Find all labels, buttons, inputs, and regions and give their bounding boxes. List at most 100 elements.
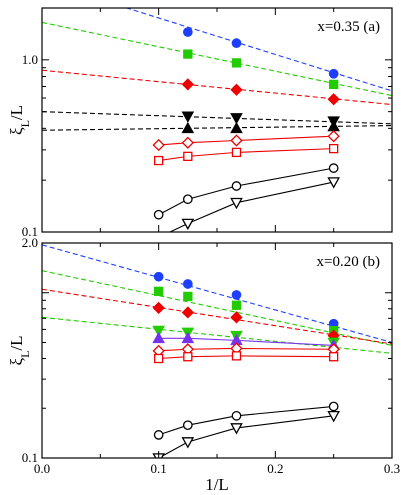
data-point — [152, 138, 165, 152]
data-point — [183, 49, 193, 59]
series-8 — [152, 411, 340, 458]
series-line-8 — [158, 415, 334, 458]
data-point — [153, 233, 163, 242]
fit-line-2 — [42, 288, 392, 345]
x-tick-label: 0.0 — [34, 461, 50, 476]
data-point — [328, 163, 339, 173]
series-2 — [152, 301, 340, 342]
data-point — [328, 401, 339, 412]
panel-a: 0.1 1.0 x=0.35 (a) ξL/L — [7, 7, 393, 242]
data-point — [181, 136, 194, 149]
plot-frame — [41, 7, 393, 233]
data-point — [230, 423, 243, 435]
data-point — [154, 155, 164, 166]
data-point — [231, 38, 242, 48]
data-point — [183, 291, 193, 302]
data-point — [230, 311, 243, 324]
y-tick-label: 0.1 — [22, 450, 38, 465]
panel-b: 0.12.00.0 0.1 0.2 0.3x=0.20 (b)ξL/L1/L — [7, 235, 400, 494]
series-6 — [154, 351, 339, 364]
fit-line-1 — [42, 270, 392, 346]
plot-frame — [41, 242, 393, 459]
x-tick-label: 0.3 — [384, 461, 400, 476]
data-point — [329, 79, 339, 90]
data-point — [181, 437, 195, 449]
plot-area — [42, 244, 392, 458]
data-point — [231, 58, 242, 68]
y-tick-label: 1.0 — [22, 52, 38, 67]
series-5 — [152, 130, 340, 152]
data-point — [329, 352, 339, 362]
data-point — [183, 352, 193, 362]
series-8 — [153, 177, 340, 242]
series-7 — [153, 163, 339, 220]
data-point — [153, 209, 164, 220]
data-point — [181, 121, 195, 134]
y-tick-label: 2.0 — [22, 235, 38, 250]
fit-line-4 — [42, 125, 392, 131]
data-point — [231, 410, 242, 421]
data-point — [231, 181, 242, 191]
series-line-7 — [158, 405, 334, 436]
x-tick-label: 0.1 — [151, 461, 167, 476]
y-tick-label: 0.1 — [22, 224, 38, 239]
series-7 — [153, 401, 339, 440]
series-6 — [154, 143, 339, 166]
data-point — [230, 113, 243, 125]
series-2 — [181, 78, 340, 106]
data-point — [182, 194, 193, 205]
data-point — [152, 301, 165, 314]
series-line-5 — [158, 135, 334, 146]
data-point — [230, 121, 243, 134]
data-point — [327, 411, 340, 423]
data-point — [182, 279, 193, 289]
data-point — [152, 325, 165, 338]
data-point — [181, 218, 195, 231]
x-axis-label: 1/L — [205, 475, 229, 494]
data-point — [230, 83, 243, 96]
series-0 — [182, 27, 339, 79]
series-line-5 — [158, 347, 334, 352]
data-point — [152, 331, 165, 344]
fit-line-3 — [42, 316, 392, 354]
data-point — [181, 331, 195, 344]
data-point — [181, 78, 194, 91]
data-point — [153, 430, 164, 440]
data-point — [182, 420, 193, 431]
series-1 — [183, 49, 339, 90]
y-axis-label: ξL/L — [7, 335, 32, 365]
data-point — [327, 177, 340, 189]
data-point — [182, 27, 193, 37]
data-point — [153, 271, 164, 282]
data-point — [154, 286, 164, 296]
plot-area — [42, 8, 392, 242]
y-axis-label: ξL/L — [7, 105, 32, 135]
data-point — [183, 151, 193, 162]
data-point — [181, 306, 194, 319]
data-point — [328, 68, 339, 79]
series-line-6 — [158, 148, 334, 162]
data-point — [329, 143, 339, 154]
data-point — [181, 111, 195, 123]
series-4 — [181, 119, 340, 134]
series-line-6 — [158, 355, 334, 360]
data-point — [327, 130, 340, 143]
data-point — [231, 290, 242, 300]
series-line-7 — [158, 167, 334, 216]
fit-line-0 — [124, 8, 392, 92]
data-point — [327, 93, 340, 106]
fit-line-0 — [42, 244, 392, 344]
data-point — [231, 300, 242, 310]
data-point — [230, 134, 243, 147]
fit-line-3 — [42, 111, 392, 125]
fit-line-2 — [42, 69, 392, 106]
data-point — [154, 353, 164, 364]
panel-label: x=0.35 (a) — [317, 19, 380, 35]
data-point — [230, 197, 243, 210]
data-point — [231, 147, 242, 158]
series-line-8 — [168, 181, 334, 232]
data-point — [231, 351, 242, 361]
series-line-4 — [158, 337, 334, 346]
series-0 — [153, 271, 339, 329]
